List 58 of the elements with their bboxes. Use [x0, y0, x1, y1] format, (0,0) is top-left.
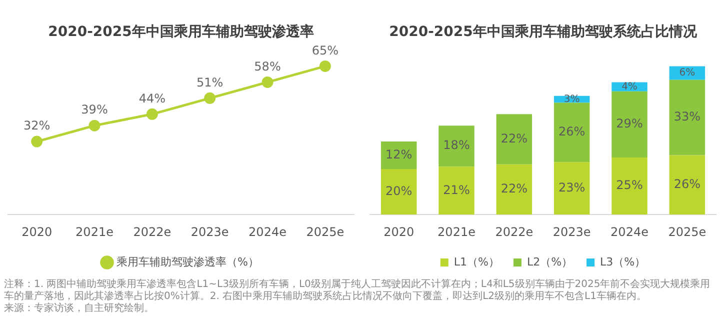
x-tick-label: 2024e [248, 224, 286, 239]
data-label: 26% [558, 124, 586, 139]
x-tick-label: 2021e [438, 224, 476, 239]
x-tick-label: 2024e [610, 224, 648, 239]
x-tick-label: 2022e [495, 224, 534, 239]
data-label: 3% [564, 94, 580, 105]
legend-label: L3（%） [600, 255, 646, 268]
data-label: 32% [23, 118, 50, 133]
legend-label: L2（%） [526, 255, 573, 268]
data-label: 4% [622, 81, 638, 92]
bar [554, 162, 590, 215]
data-label: 51% [196, 75, 224, 90]
point [146, 108, 158, 120]
chart-title: 2020-2025年中国乘用车辅助驾驶系统占比情况 [389, 23, 698, 40]
data-label: 65% [312, 43, 339, 58]
x-tick-label: 2021e [76, 224, 114, 239]
x-tick-label: 2023e [190, 224, 229, 239]
bar [669, 80, 706, 156]
data-label: 58% [254, 59, 281, 74]
data-label: 25% [616, 178, 643, 192]
data-label: 44% [138, 91, 166, 106]
data-label: 21% [443, 182, 470, 197]
bar [496, 164, 532, 215]
point [88, 120, 100, 132]
data-label: 39% [81, 102, 108, 117]
bar [612, 158, 648, 215]
bar [612, 91, 648, 158]
data-label: 22% [500, 182, 528, 196]
bar [438, 126, 474, 167]
data-label: 23% [558, 180, 586, 194]
data-label: 6% [679, 68, 696, 79]
point [31, 136, 43, 148]
chart-title: 2020-2025年中国乘用车辅助驾驶渗透率 [48, 23, 314, 40]
source-note: 来源：专家访谈，自主研究绘制。 [4, 303, 155, 315]
x-tick-label: 2023e [552, 224, 591, 239]
x-tick-label: 2025e [306, 224, 344, 239]
bar [554, 102, 590, 162]
x-tick-label: 2022e [133, 224, 172, 239]
legend-label: 乘用车辅助驾驶渗透率（%） [116, 255, 259, 268]
point [319, 60, 331, 72]
data-label: 22% [500, 131, 528, 146]
bar [438, 166, 474, 215]
data-label: 33% [674, 110, 701, 124]
x-tick-label: 2020 [22, 224, 52, 239]
data-label: 18% [443, 138, 470, 152]
data-label: 20% [385, 184, 412, 198]
point [262, 76, 274, 88]
bar [669, 155, 706, 215]
text: 注释：1. 两图中辅助驾驶乘用车渗透率包含L1~L3级别所有车辆，L0级别属于纯人工驾驶因此不计算在内；L4和L5级别车辆由于2025年前不会实现大规模乘用车的量产落地，因此其渗透率占比按0%计算。2. 右图中乘用车辅助驾驶系统占比情况不做向下覆盖，即达到L2级别的乘用车不包含L1车辆在内。 [4, 279, 712, 302]
data-label: 29% [616, 116, 643, 131]
x-tick-label: 2025e [668, 224, 706, 239]
x-tick-label: 2020 [384, 224, 414, 239]
bar [496, 114, 532, 164]
bar [380, 168, 417, 215]
point [204, 92, 216, 104]
data-label: 26% [674, 177, 701, 192]
data-label: 12% [385, 147, 412, 162]
legend-label: L1（%） [454, 255, 500, 268]
